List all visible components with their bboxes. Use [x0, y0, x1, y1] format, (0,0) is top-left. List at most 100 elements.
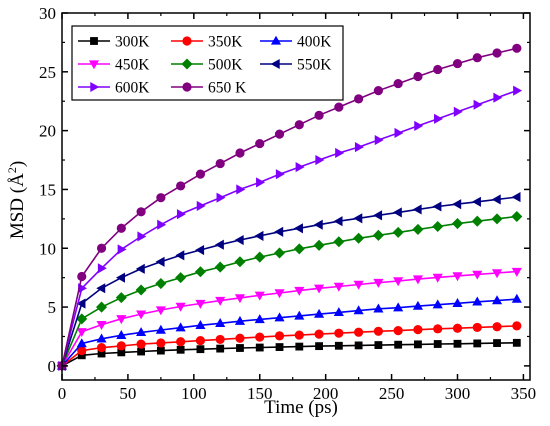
data-point: [334, 102, 344, 112]
data-point: [235, 148, 245, 158]
data-point: [295, 162, 305, 173]
legend-item: 650 K: [171, 80, 247, 97]
data-point: [235, 333, 245, 343]
legend-box: [71, 25, 344, 101]
legend-marker: [90, 37, 98, 45]
data-point: [452, 298, 463, 307]
legend-label: 300K: [115, 34, 150, 51]
y-tick-label: 5: [48, 298, 57, 317]
legend-marker: [270, 35, 282, 45]
data-point: [234, 315, 246, 325]
data-point: [175, 302, 186, 312]
data-point: [334, 341, 343, 350]
data-point: [373, 86, 383, 96]
data-point: [156, 338, 166, 348]
data-point: [254, 251, 266, 263]
series-600K: [58, 85, 523, 371]
y-axis-title: MSD (Å2): [5, 161, 28, 239]
data-point: [77, 271, 87, 282]
data-point: [472, 53, 482, 63]
data-point: [313, 219, 323, 230]
y-axis-title-tail: ): [7, 161, 28, 167]
data-point: [236, 344, 244, 352]
series-line: [61, 342, 517, 367]
data-point: [373, 326, 383, 336]
legend-label: 550K: [297, 57, 332, 74]
legend-item: 500K: [171, 57, 243, 74]
data-point: [96, 343, 107, 353]
x-tick-label: 0: [58, 384, 67, 403]
data-point: [97, 349, 106, 358]
data-point: [195, 244, 205, 256]
data-point: [453, 339, 462, 348]
data-point: [254, 314, 265, 324]
legend-item: 300K: [78, 34, 150, 51]
data-point: [216, 344, 225, 353]
data-point: [471, 196, 481, 207]
data-point: [214, 239, 224, 250]
data-point: [175, 272, 187, 284]
legend-marker: [182, 82, 192, 92]
data-point: [472, 270, 483, 280]
data-point: [472, 322, 482, 333]
data-point: [194, 266, 206, 278]
legend: 300K 350K 400K 450K 500K 550K 600K 650 K: [71, 25, 344, 101]
data-point: [195, 335, 206, 346]
data-point: [255, 343, 264, 352]
data-point: [353, 213, 363, 224]
data-point: [156, 193, 166, 203]
y-tick-label: 20: [39, 122, 56, 141]
data-point: [135, 284, 147, 296]
data-point: [254, 230, 264, 241]
data-point: [137, 347, 146, 356]
data-point: [77, 345, 87, 356]
data-point: [473, 99, 483, 110]
legend-marker: [88, 60, 100, 70]
data-point: [155, 256, 165, 267]
data-point: [76, 338, 87, 348]
series-550K: [56, 192, 521, 371]
series-line: [61, 325, 517, 367]
x-tick-label: 100: [181, 384, 207, 403]
data-point: [412, 223, 424, 235]
data-point: [295, 342, 304, 351]
data-point: [274, 129, 285, 139]
data-point: [452, 323, 463, 333]
data-point: [155, 324, 166, 334]
data-point: [333, 307, 344, 317]
data-point: [215, 334, 225, 345]
data-point: [294, 223, 303, 234]
data-point: [412, 204, 422, 215]
data-point: [274, 226, 284, 237]
data-point: [374, 134, 384, 146]
data-point: [333, 216, 343, 227]
data-point: [392, 226, 404, 238]
data-point: [136, 207, 146, 217]
data-point: [452, 58, 463, 69]
data-point: [434, 113, 444, 124]
data-point: [136, 339, 146, 349]
data-point: [76, 313, 88, 325]
data-point: [234, 294, 246, 304]
data-point: [196, 345, 205, 354]
legend-item: 600K: [78, 80, 150, 97]
data-point: [255, 138, 265, 149]
series-300K: [58, 338, 521, 370]
data-point: [294, 310, 305, 320]
data-point: [274, 289, 285, 299]
data-point: [433, 64, 443, 75]
data-point: [294, 330, 304, 340]
data-point: [314, 308, 325, 318]
data-point: [433, 324, 443, 334]
data-point: [315, 154, 325, 166]
data-point: [394, 340, 403, 349]
data-point: [393, 78, 403, 89]
data-point: [116, 341, 126, 351]
data-point: [136, 327, 147, 337]
legend-item: 350K: [171, 34, 243, 51]
data-point: [175, 250, 185, 261]
data-point: [412, 300, 424, 310]
data-point: [256, 177, 266, 188]
data-point: [452, 272, 463, 282]
